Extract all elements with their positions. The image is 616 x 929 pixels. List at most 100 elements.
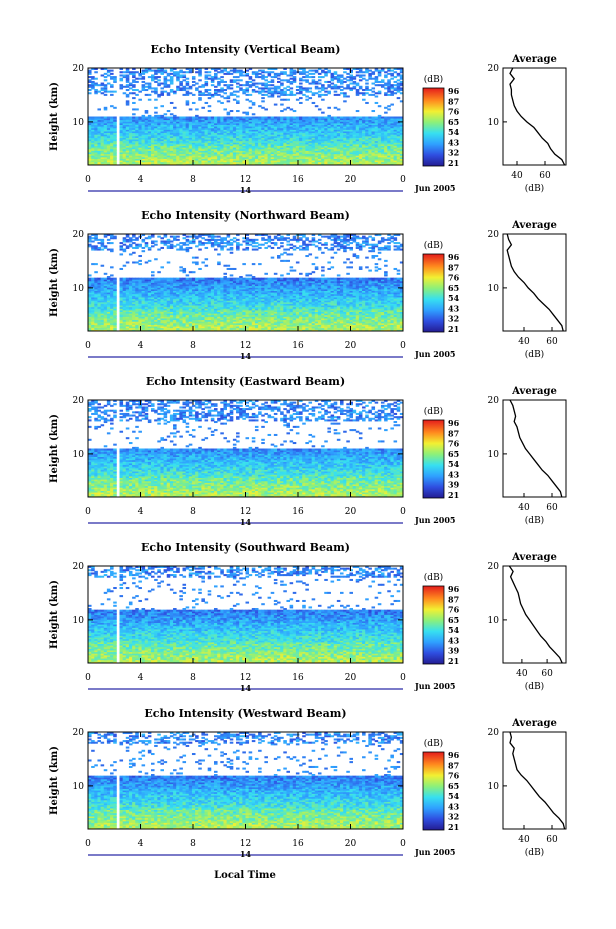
heatmap-cell <box>122 161 127 164</box>
heatmap-cell <box>138 134 142 137</box>
heatmap-cell <box>380 147 385 150</box>
heatmap-cell <box>236 79 240 82</box>
heatmap-cell <box>327 148 331 151</box>
heatmap-cell <box>311 155 316 158</box>
heatmap-cell <box>336 156 341 159</box>
heatmap-cell <box>365 156 369 159</box>
heatmap-cell <box>295 85 300 88</box>
heatmap-cell <box>151 158 155 161</box>
heatmap-cell <box>355 143 360 146</box>
heatmap-cell <box>399 161 404 164</box>
heatmap-cell <box>305 137 309 140</box>
heatmap-cell <box>191 150 196 153</box>
heatmap-cell <box>377 143 382 146</box>
heatmap-cell <box>314 148 319 151</box>
heatmap-cell <box>314 135 319 138</box>
heatmap-cell <box>144 158 149 161</box>
heatmap-cell <box>226 132 231 135</box>
heatmap-cell <box>232 156 237 159</box>
heatmap-cell <box>119 74 124 77</box>
heatmap-cell <box>317 116 322 119</box>
heatmap-cell <box>358 134 363 137</box>
heatmap-cell <box>236 90 240 93</box>
heatmap-cell <box>340 79 344 82</box>
heatmap-cell <box>314 140 319 143</box>
heatmap-cell <box>160 139 164 142</box>
heatmap-cell <box>377 163 382 166</box>
heatmap-cell <box>358 139 363 142</box>
heatmap-cell <box>138 72 142 75</box>
heatmap-cell <box>245 87 250 90</box>
heatmap-cell <box>258 163 262 166</box>
heatmap-cell <box>166 131 171 134</box>
heatmap-cell <box>283 145 287 148</box>
heatmap-cell <box>100 82 105 85</box>
heatmap-cell <box>377 84 382 87</box>
heatmap-cell <box>302 147 306 150</box>
heatmap-cell <box>169 116 174 119</box>
heatmap-cell <box>377 140 382 143</box>
heatmap-cell <box>396 145 401 148</box>
heatmap-cell <box>258 76 262 79</box>
heatmap-cell <box>365 143 369 146</box>
heatmap-cell <box>390 163 394 166</box>
heatmap-cell <box>245 140 250 143</box>
heatmap-cell <box>245 132 250 135</box>
heatmap-cell <box>273 134 278 137</box>
heatmap-cell <box>166 72 171 75</box>
heatmap-cell <box>103 116 108 119</box>
heatmap-cell <box>122 153 127 156</box>
heatmap-cell <box>314 156 319 159</box>
heatmap-cell <box>97 108 101 111</box>
heatmap-cell <box>396 116 401 119</box>
heatmap-cell <box>125 135 130 138</box>
heatmap-cell <box>191 158 196 161</box>
heatmap-cell <box>242 111 246 114</box>
heatmap-cell <box>135 158 139 161</box>
heatmap-cell <box>201 160 205 163</box>
heatmap-cell <box>176 140 180 143</box>
heatmap-cell <box>355 160 360 163</box>
heatmap-cell <box>191 139 196 142</box>
heatmap-cell <box>176 134 180 137</box>
heatmap-cell <box>154 80 158 83</box>
heatmap-cell <box>226 135 231 138</box>
heatmap-cell <box>176 131 180 134</box>
heatmap-cell <box>374 148 379 151</box>
heatmap-cell <box>201 137 205 140</box>
heatmap-cell <box>371 110 376 113</box>
heatmap-cell <box>229 87 234 90</box>
heatmap-cell <box>314 134 319 137</box>
heatmap-cell <box>352 116 357 119</box>
heatmap-cell <box>106 90 111 93</box>
heatmap-cell <box>100 139 105 142</box>
heatmap-cell <box>245 69 250 72</box>
heatmap-cell <box>217 139 221 142</box>
heatmap-cell <box>311 142 316 145</box>
heatmap-cell <box>100 92 105 95</box>
heatmap-cell <box>163 148 168 151</box>
heatmap-cell <box>393 140 398 143</box>
heatmap-cell <box>317 140 322 143</box>
heatmap-cell <box>147 143 152 146</box>
heatmap-cell <box>188 155 193 158</box>
heatmap-cell <box>258 155 262 158</box>
heatmap-cell <box>201 163 205 166</box>
heatmap-cell <box>185 116 190 119</box>
date-month-label: Jun 2005 <box>414 183 455 193</box>
heatmap-cell <box>258 131 262 134</box>
heatmap-cell <box>223 80 227 83</box>
heatmap-cell <box>119 145 124 148</box>
heatmap-cell <box>226 158 231 161</box>
heatmap-cell <box>173 114 177 117</box>
heatmap-cell <box>358 161 363 164</box>
heatmap-cell <box>292 156 297 159</box>
heatmap-cell <box>302 135 306 138</box>
panel-0: Echo Intensity (Vertical Beam)2010Height… <box>49 43 567 195</box>
heatmap-cell <box>248 106 253 109</box>
heatmap-cell <box>352 132 357 135</box>
heatmap-cell <box>106 132 111 135</box>
heatmap-cell <box>223 152 227 155</box>
heatmap-cell <box>254 161 259 164</box>
heatmap-cell <box>317 143 322 146</box>
